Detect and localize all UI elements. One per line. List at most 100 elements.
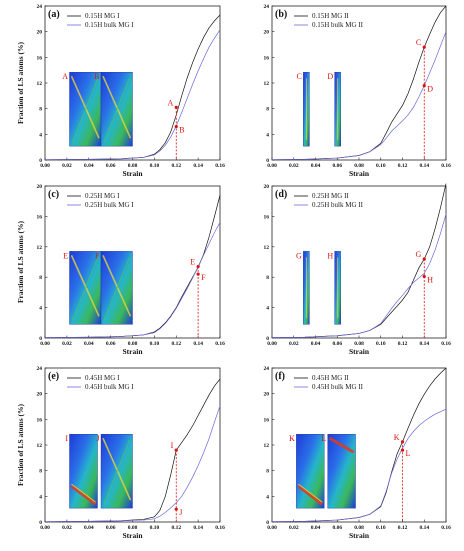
x-tick-label: 0.12 (171, 341, 181, 347)
shear-band (71, 483, 96, 503)
x-tick-label: 0.08 (354, 341, 364, 347)
chart-panel-d: 0.00 0.02 0.04 0.06 0.08 0.10 0.12 0.14 0.16 0 4 8 1… (264, 183, 451, 356)
y-tick-label: 16 (264, 55, 270, 61)
marker-label: L (406, 449, 411, 458)
x-tick-label: 0.12 (171, 525, 181, 531)
y-tick-label: 12 (37, 443, 43, 449)
x-tick-label: 0.04 (311, 525, 321, 531)
legend-entry: 0.25H MG I (85, 192, 120, 200)
x-tick-label: 0.02 (62, 341, 72, 347)
x-tick-label: 0.08 (128, 525, 138, 531)
snapshot-label: L (321, 434, 326, 443)
marker-point (196, 264, 200, 269)
panel-label: (f) (275, 371, 285, 382)
y-tick-label: 4 (39, 306, 42, 312)
snapshot-label: D (327, 72, 333, 81)
marker-point (174, 448, 178, 452)
snapshot-inset-K: K (289, 434, 325, 509)
shear-band (103, 257, 131, 321)
y-tick-label: 20 (37, 30, 43, 36)
shear-band (328, 436, 355, 454)
y-tick-label: 4 (266, 306, 269, 312)
snapshot-label: G (296, 251, 302, 260)
plot-frame (271, 5, 447, 161)
snapshot-inset-C: C (296, 72, 310, 147)
marker-label: H (427, 275, 433, 284)
legend-entry: 0.45H bulk MG I (85, 383, 134, 391)
shear-band (102, 75, 132, 139)
x-tick-label: 0.04 (84, 163, 94, 169)
panel-label: (b) (275, 9, 287, 20)
series-line (271, 408, 447, 523)
y-tick-label: 12 (37, 81, 43, 87)
x-tick-label: 0.16 (441, 341, 451, 347)
y-axis-label: Fraction of LS atoms (%) (16, 403, 25, 486)
x-tick-label: 0.10 (376, 341, 386, 347)
chart-panel-b: 0.00 0.02 0.04 0.06 0.08 0.10 0.12 0.14 0.16 0 4 8 1… (264, 4, 452, 178)
snapshot-inset-D: D (327, 72, 341, 147)
chart-panel-c: 0.00 0.02 0.04 0.06 0.08 0.10 0.12 0.14 0.16 0 4 8 1… (16, 184, 225, 356)
panel-label: (a) (48, 9, 60, 20)
legend-entry: 0.15H bulk MG I (85, 21, 134, 29)
shear-band (102, 437, 132, 501)
y-tick-label: 0 (266, 336, 269, 342)
snapshot-label: H (327, 251, 333, 260)
shear-band (298, 483, 323, 503)
marker-point (422, 45, 426, 49)
marker-label: F (201, 273, 206, 282)
series-line (44, 222, 221, 338)
snapshot-label: C (296, 72, 301, 81)
y-tick-label: 24 (37, 366, 43, 372)
x-axis-label: Strain (349, 347, 370, 356)
y-tick-label: 24 (264, 4, 270, 10)
panel-label: (d) (275, 189, 287, 200)
marker-point (174, 507, 178, 511)
series-line (271, 31, 447, 161)
marker-label: I (171, 441, 174, 450)
marker-label: J (179, 508, 182, 517)
x-tick-label: 0.02 (62, 163, 72, 169)
y-tick-label: 4 (39, 494, 42, 500)
legend-entry: 0.15H MG I (85, 12, 120, 20)
x-tick-label: 0.16 (215, 341, 225, 347)
marker-point (400, 440, 405, 444)
snapshot-inset-F: F (95, 251, 133, 325)
x-tick-label: 0.06 (332, 525, 342, 531)
marker-point (400, 448, 405, 452)
x-axis-label: Strain (122, 169, 143, 178)
x-tick-label: 0.06 (106, 163, 116, 169)
x-tick-label: 0.04 (311, 341, 321, 347)
x-tick-label: 0.00 (267, 341, 277, 347)
y-axis-label: Fraction of LS atoms (%) (16, 41, 25, 124)
legend-entry: 0.45H bulk MG II (312, 383, 364, 391)
x-tick-label: 0.16 (215, 525, 225, 531)
y-tick-label: 0 (266, 158, 269, 164)
marker-label: G (415, 250, 421, 259)
x-tick-label: 0.00 (40, 341, 50, 347)
y-tick-label: 12 (264, 443, 270, 449)
marker-label: E (190, 258, 195, 267)
x-tick-label: 0.06 (332, 163, 342, 169)
y-tick-label: 20 (264, 30, 270, 36)
shear-band (297, 484, 324, 506)
x-tick-label: 0.08 (354, 163, 364, 169)
x-tick-label: 0.04 (84, 341, 94, 347)
snapshot-label: A (62, 72, 68, 81)
x-tick-label: 0.10 (376, 163, 386, 169)
legend-entry: 0.25H bulk MG I (85, 201, 134, 209)
y-tick-label: 0 (266, 520, 269, 526)
x-tick-label: 0.16 (215, 163, 225, 169)
shear-band (70, 75, 100, 139)
x-tick-label: 0.02 (62, 525, 72, 531)
snapshot-inset-B: B (94, 72, 133, 147)
shear-band (71, 77, 99, 143)
y-tick-label: 12 (264, 81, 270, 87)
snapshot-image (296, 434, 325, 509)
marker-label: C (416, 38, 421, 47)
x-tick-label: 0.02 (289, 341, 299, 347)
y-tick-label: 20 (37, 184, 43, 190)
x-axis-label: Strain (349, 169, 370, 178)
x-tick-label: 0.04 (311, 163, 321, 169)
legend-entry: 0.45H MG II (312, 374, 349, 382)
x-tick-label: 0.12 (398, 525, 408, 531)
